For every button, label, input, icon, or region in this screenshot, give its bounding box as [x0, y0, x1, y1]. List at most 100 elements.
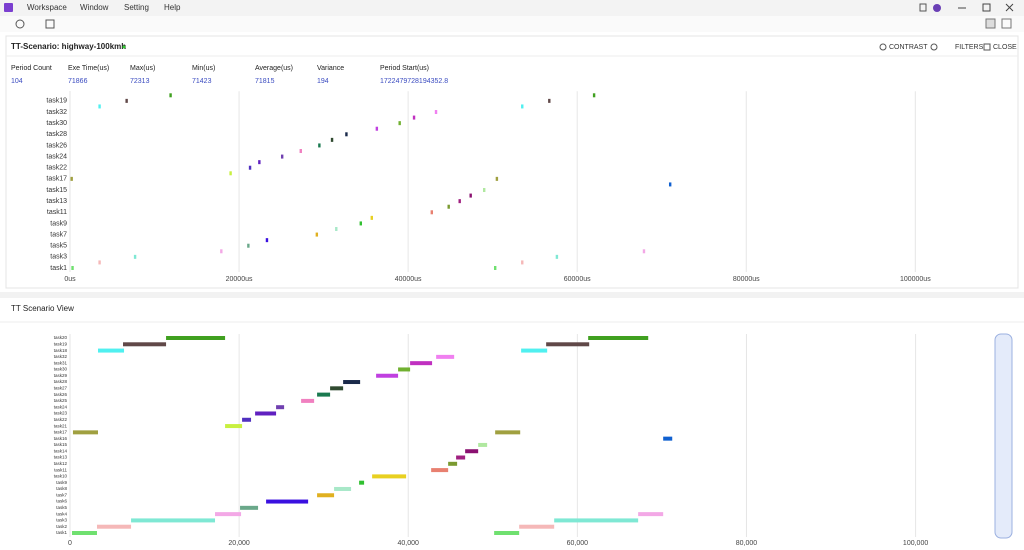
task-mark [521, 104, 524, 109]
layout-icon[interactable] [985, 18, 996, 29]
y-tick-label: task29 [54, 373, 68, 378]
task-bar [546, 342, 590, 347]
task-mark [247, 243, 250, 248]
task-bar [255, 411, 277, 416]
stat-label: Exe Time(us) [68, 65, 109, 72]
y-tick-label: task5 [50, 243, 67, 250]
task-mark [483, 188, 486, 193]
task-bar [242, 417, 252, 422]
x-tick-label: 60,000 [567, 540, 589, 547]
contrast-button[interactable]: CONTRAST [889, 44, 928, 51]
x-tick-label: 40,000 [398, 540, 420, 547]
task-bar [215, 512, 242, 517]
y-tick-label: task15 [54, 442, 68, 447]
task-bar [448, 461, 458, 466]
icon [983, 43, 991, 51]
task-mark [412, 115, 416, 120]
task-mark [315, 232, 319, 237]
y-tick-label: task5 [56, 505, 67, 510]
splitter[interactable] [0, 292, 1024, 298]
x-tick-label: 20,000 [228, 540, 250, 547]
status-dot [122, 45, 126, 49]
y-tick-label: task22 [46, 165, 67, 172]
menu-item[interactable]: Setting [124, 3, 149, 12]
y-tick-label: task23 [54, 411, 68, 416]
view-title: TT Scenario View [11, 304, 74, 313]
stat-value: 71866 [68, 78, 88, 85]
tool-icon[interactable] [45, 19, 55, 29]
task-mark [458, 199, 461, 204]
task-bar [301, 398, 315, 403]
task-bar [588, 336, 649, 340]
task-bar [266, 499, 309, 504]
y-tick-label: task22 [54, 417, 68, 422]
layout-icon[interactable] [1001, 18, 1012, 29]
y-tick-label: task21 [54, 423, 68, 428]
maximize-button[interactable] [982, 3, 991, 12]
task-mark [335, 227, 338, 232]
y-tick-label: task4 [56, 511, 67, 516]
menu-item[interactable]: Workspace [27, 3, 67, 12]
task-mark [133, 254, 137, 259]
y-tick-label: task24 [46, 153, 67, 160]
y-tick-label: task28 [46, 131, 67, 138]
x-tick-label: 40000us [395, 276, 422, 283]
y-tick-label: task30 [46, 120, 67, 127]
y-tick-label: task26 [46, 142, 67, 149]
task-mark [229, 171, 232, 176]
menu-item[interactable]: Window [80, 3, 109, 12]
y-tick-label: task26 [54, 392, 68, 397]
y-tick-label: task25 [54, 398, 68, 403]
y-tick-label: task14 [54, 448, 68, 453]
close-button[interactable] [1005, 3, 1014, 12]
y-tick-label: task19 [54, 341, 68, 346]
gantt-chart: 0 20,000 40,000 60,000 80,000 100,000task1tas… [54, 334, 928, 547]
y-tick-label: task3 [56, 518, 67, 523]
y-tick-label: task32 [46, 109, 67, 116]
task-mark [125, 98, 128, 103]
task-bar [478, 442, 488, 447]
task-mark [98, 260, 101, 265]
y-tick-label: task1 [50, 265, 67, 272]
notify-icon[interactable] [919, 3, 927, 12]
user-icon[interactable] [933, 4, 941, 12]
y-tick-label: task15 [46, 187, 67, 194]
stat-value: 71815 [255, 78, 275, 85]
tool-icon[interactable] [15, 19, 25, 29]
task-bar [72, 430, 98, 435]
y-tick-label: task7 [56, 492, 67, 497]
task-bar [72, 531, 97, 535]
task-mark [370, 215, 373, 220]
task-mark [359, 221, 362, 226]
task-bar [166, 336, 226, 340]
x-tick-label: 80000us [733, 276, 760, 283]
task-bar [456, 455, 466, 460]
x-tick-label: 60000us [564, 276, 591, 283]
y-tick-label: task30 [54, 367, 68, 372]
panel [5, 35, 1019, 289]
y-tick-label: task19 [46, 98, 67, 105]
task-bar [554, 518, 639, 523]
y-tick-label: task17 [54, 430, 68, 435]
task-mark [592, 93, 596, 98]
close-panel-button[interactable]: CLOSE [993, 44, 1017, 51]
task-mark [330, 137, 334, 142]
icon [879, 43, 887, 51]
task-mark [98, 104, 101, 109]
scrollbar[interactable] [994, 333, 1013, 539]
task-mark [71, 266, 74, 270]
filters-button[interactable]: FILTERS [955, 44, 984, 51]
task-mark [521, 260, 524, 265]
task-mark [469, 193, 472, 198]
stat-value: 194 [317, 78, 329, 85]
app-icon [4, 3, 13, 12]
y-tick-label: task16 [54, 436, 68, 441]
task-bar [398, 367, 411, 372]
menu-item[interactable]: Help [164, 3, 181, 12]
task-mark [493, 266, 497, 270]
info-icon[interactable] [930, 43, 938, 51]
task-bar [96, 524, 132, 529]
y-tick-label: task10 [54, 474, 68, 479]
task-bar [410, 361, 433, 366]
task-bar [436, 354, 455, 359]
